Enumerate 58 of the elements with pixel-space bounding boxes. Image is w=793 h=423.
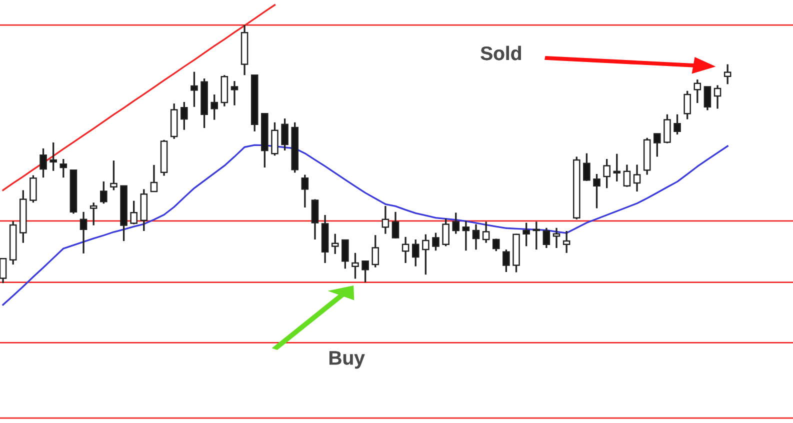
candlestick xyxy=(704,86,712,112)
candlestick xyxy=(100,180,108,204)
candlestick xyxy=(552,227,560,249)
candlestick xyxy=(281,118,288,152)
candlestick xyxy=(674,114,681,136)
candlestick xyxy=(90,202,98,226)
candlestick xyxy=(311,198,319,240)
candlestick xyxy=(110,160,118,192)
candlestick xyxy=(342,239,349,270)
candlestick xyxy=(60,158,68,178)
candlestick xyxy=(30,174,37,204)
candlestick xyxy=(150,164,158,192)
candlestick xyxy=(50,142,57,172)
candlestick xyxy=(331,232,339,255)
candlestick xyxy=(694,78,702,104)
candlestick xyxy=(402,236,410,264)
candlestick xyxy=(664,114,671,144)
candlestick xyxy=(432,232,440,252)
candlestick xyxy=(522,222,530,248)
candlestick xyxy=(130,200,138,226)
annotation: Sold xyxy=(480,46,521,60)
candlestick xyxy=(613,153,621,182)
candlestick xyxy=(583,152,590,182)
candlestick xyxy=(452,212,460,235)
candlestick xyxy=(422,234,430,276)
candlestick xyxy=(482,220,490,244)
candlestick xyxy=(593,173,600,210)
candlestick xyxy=(0,257,7,284)
candlestick xyxy=(492,238,500,252)
candlestick xyxy=(362,260,369,284)
candlestick xyxy=(654,132,661,158)
candlestick xyxy=(472,223,480,250)
candlestick xyxy=(532,220,540,250)
candlestick xyxy=(412,238,420,268)
candlestick xyxy=(301,174,309,208)
candlestick xyxy=(633,164,641,192)
candlestick xyxy=(442,218,450,248)
candlestick xyxy=(40,148,47,178)
candlestick xyxy=(372,234,380,268)
candlestick xyxy=(190,70,198,108)
candlestick xyxy=(392,211,400,240)
candlestick xyxy=(230,80,238,106)
candlestick xyxy=(462,220,470,252)
candlestick xyxy=(724,63,732,86)
candlestick xyxy=(684,90,691,120)
candlestick xyxy=(542,227,550,249)
candlestick xyxy=(382,205,390,235)
candlestick xyxy=(271,122,278,156)
candlestick xyxy=(80,211,88,254)
candlestick xyxy=(623,164,631,188)
candlestick xyxy=(352,252,359,280)
candlestick xyxy=(210,94,218,121)
candlestick xyxy=(180,101,188,131)
candlestick xyxy=(714,84,722,110)
candlestick xyxy=(562,230,570,254)
candlestick xyxy=(603,158,610,189)
candlestick xyxy=(502,248,510,273)
text: Buy xyxy=(329,351,365,369)
